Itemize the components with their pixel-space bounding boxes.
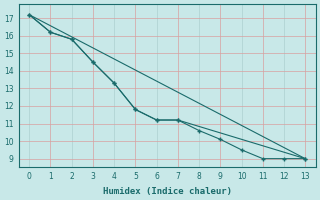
X-axis label: Humidex (Indice chaleur): Humidex (Indice chaleur) <box>103 187 232 196</box>
